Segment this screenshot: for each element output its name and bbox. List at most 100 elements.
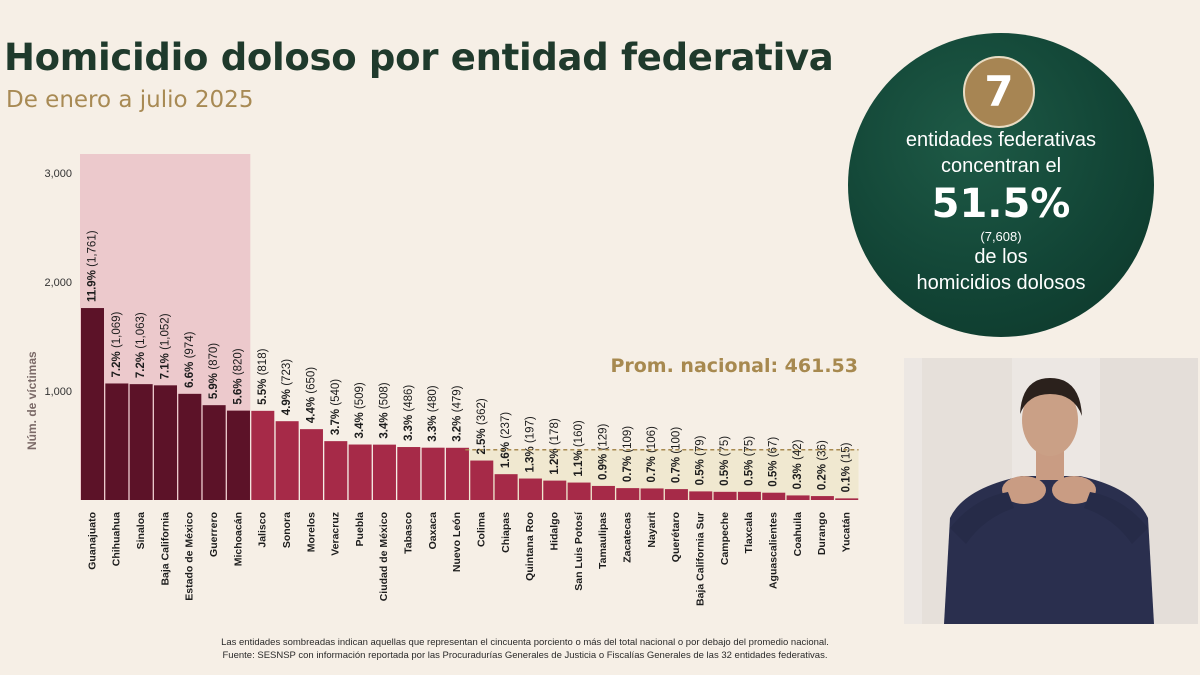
- x-tick-label: Hidalgo: [549, 512, 561, 551]
- bar-count-label: (820): [233, 348, 245, 375]
- bar-data-label: 4.4% (650): [306, 367, 318, 423]
- interpreter-figure: [904, 358, 1198, 624]
- bar-percent-label: 5.6%: [233, 375, 245, 404]
- summary-line-4: homicidios dolosos: [916, 272, 1086, 294]
- footnote-line-1: Las entidades sombreadas indican aquella…: [221, 637, 829, 648]
- bar-count-label: (109): [622, 426, 634, 453]
- bar-data-label: 11.9% (1,761): [87, 230, 99, 302]
- x-tick-label: Tamaulipas: [597, 512, 609, 569]
- x-tick-label: Aguascalientes: [768, 512, 780, 589]
- x-tick-label: Tlaxcala: [743, 512, 755, 554]
- bar: [786, 495, 810, 500]
- x-tick-label: Jalisco: [257, 512, 269, 548]
- x-tick-label: Veracruz: [330, 512, 342, 556]
- bar-percent-label: 0.9%: [597, 451, 609, 480]
- bar-data-label: 3.2% (479): [451, 385, 463, 441]
- x-tick-label: Baja California Sur: [695, 512, 707, 606]
- bar-percent-label: 0.7%: [646, 453, 658, 482]
- bar: [518, 478, 542, 500]
- bar-count-label: (870): [208, 343, 220, 370]
- bar-count-label: (480): [427, 385, 439, 412]
- bar: [543, 480, 567, 500]
- bar-count-label: (79): [695, 435, 707, 456]
- bar-percent-label: 3.3%: [403, 412, 415, 441]
- bar-percent-label: 3.3%: [427, 412, 439, 441]
- bar-percent-label: 1.3%: [524, 443, 536, 472]
- bar-data-label: 7.2% (1,063): [135, 312, 147, 378]
- bar-data-label: 3.4% (508): [378, 382, 390, 438]
- bar-count-label: (1,052): [160, 313, 172, 350]
- x-tick-label: Quintana Roo: [524, 512, 536, 581]
- bar: [835, 498, 859, 500]
- bar-data-label: 3.7% (540): [330, 379, 342, 435]
- bar-data-label: 1.6% (237): [500, 412, 512, 468]
- sign-language-interpreter-video: [904, 358, 1198, 624]
- bar-data-label: 0.7% (100): [670, 427, 682, 483]
- bar-percent-label: 7.2%: [111, 348, 123, 377]
- y-tick-label: 2,000: [44, 277, 72, 289]
- bar: [640, 488, 664, 500]
- bar: [348, 444, 372, 500]
- bar-percent-label: 3.2%: [451, 412, 463, 441]
- x-tick-label: Coahuila: [792, 512, 804, 556]
- bar-chart: 1,000 2,000 3,000 Núm. de víctimas 11.9% (1,…: [25, 154, 859, 606]
- bar-percent-label: 11.9%: [87, 267, 99, 302]
- bar-data-label: 7.1% (1,052): [160, 313, 172, 379]
- y-axis-label: Núm. de víctimas: [25, 351, 39, 450]
- bar-count-label: (129): [597, 424, 609, 451]
- bar-data-label: 1.1% (160): [573, 420, 585, 476]
- bar-data-label: 0.5% (79): [695, 435, 707, 485]
- bar: [397, 447, 421, 500]
- bar-count-label: (974): [184, 331, 196, 358]
- x-tick-label: Querétaro: [670, 512, 682, 562]
- bar-data-label: 3.4% (509): [354, 382, 366, 438]
- bar-percent-label: 1.2%: [549, 445, 561, 474]
- bar-count-label: (508): [378, 382, 390, 409]
- bar-percent-label: 1.1%: [573, 447, 585, 476]
- bar-percent-label: 0.7%: [622, 453, 634, 482]
- bar-count-label: (479): [451, 385, 463, 412]
- bar-count-label: (100): [670, 427, 682, 454]
- bar-data-label: 5.9% (870): [208, 343, 220, 399]
- bar-count-label: (362): [476, 398, 488, 425]
- bar-count-label: (106): [646, 426, 658, 453]
- bar-count-label: (197): [524, 416, 536, 443]
- page-title: Homicidio doloso por entidad federativa: [4, 36, 834, 79]
- bar-count-label: (723): [281, 359, 293, 386]
- bar-percent-label: 5.9%: [208, 370, 220, 399]
- bar-data-label: 5.5% (818): [257, 348, 269, 404]
- x-tick-label: Michoacán: [232, 512, 244, 566]
- bar: [810, 496, 834, 500]
- summary-count-badge: 7: [963, 56, 1035, 128]
- bar-percent-label: 3.4%: [354, 409, 366, 438]
- page-subtitle: De enero a julio 2025: [6, 87, 254, 113]
- bar-percent-label: 4.4%: [306, 394, 318, 423]
- bar: [226, 410, 250, 500]
- bar: [664, 489, 688, 500]
- x-tick-label: Ciudad de México: [378, 512, 390, 601]
- y-tick-label: 3,000: [44, 168, 72, 180]
- bar-data-label: 0.1% (15): [841, 442, 853, 492]
- bar-percent-label: 3.4%: [378, 409, 390, 438]
- bar: [737, 491, 761, 500]
- x-tick-label: Guanajuato: [86, 512, 98, 570]
- bar: [105, 383, 129, 500]
- bar: [567, 482, 591, 500]
- average-label: Prom. nacional: 461.53: [610, 355, 858, 377]
- bar-count-label: (1,761): [87, 230, 99, 267]
- bar-percent-label: 4.9%: [281, 386, 293, 415]
- bar: [762, 492, 786, 500]
- x-tick-label: Durango: [816, 512, 828, 555]
- x-tick-label: Sinaloa: [135, 512, 147, 550]
- bar-percent-label: 7.1%: [160, 350, 172, 379]
- x-tick-label: Nuevo León: [451, 512, 463, 572]
- bar-data-label: 6.6% (974): [184, 331, 196, 387]
- bar-percent-label: 0.3%: [792, 460, 804, 489]
- x-tick-label: Estado de México: [184, 512, 196, 601]
- x-tick-label: Sonora: [281, 512, 293, 548]
- bar-percent-label: 6.6%: [184, 358, 196, 387]
- x-tick-label: Nayarit: [646, 512, 658, 548]
- x-tick-label: Chihuahua: [111, 512, 123, 566]
- bar-data-label: 5.6% (820): [233, 348, 245, 404]
- y-tick-label: 1,000: [44, 386, 72, 398]
